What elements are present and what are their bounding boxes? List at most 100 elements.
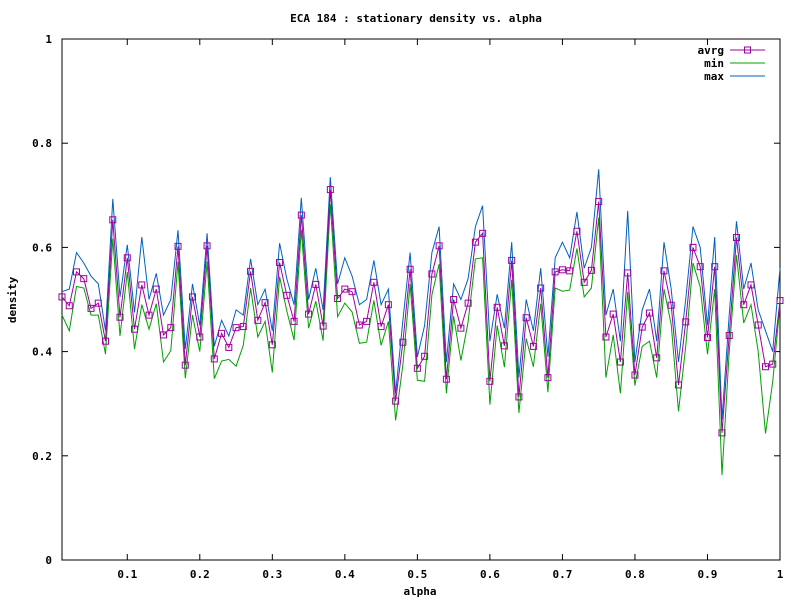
point-marker-avrg xyxy=(131,325,139,333)
point-marker-avrg xyxy=(80,275,88,283)
point-marker-avrg xyxy=(160,331,168,339)
point-marker-avrg xyxy=(312,280,320,288)
point-marker-avrg xyxy=(65,302,73,310)
point-marker-avrg xyxy=(341,285,349,293)
point-marker-avrg xyxy=(218,329,226,337)
x-tick-label: 0.2 xyxy=(190,568,210,581)
point-marker-avrg xyxy=(225,343,233,351)
point-marker-avrg xyxy=(377,323,385,331)
x-tick-label: 0.9 xyxy=(698,568,718,581)
point-marker-avrg xyxy=(334,294,342,302)
point-marker-avrg xyxy=(442,375,450,383)
point-marker-avrg xyxy=(319,322,327,330)
point-marker-avrg xyxy=(653,354,661,362)
point-marker-avrg xyxy=(776,297,784,305)
series-line-max xyxy=(61,169,781,420)
point-marker-avrg xyxy=(145,311,153,319)
point-marker-avrg xyxy=(261,299,269,307)
series-line-min xyxy=(61,204,781,476)
point-marker-avrg xyxy=(73,268,81,276)
point-marker-avrg xyxy=(580,278,588,286)
y-tick-label: 0.8 xyxy=(32,137,52,150)
point-marker-avrg xyxy=(87,304,95,312)
point-marker-avrg xyxy=(602,333,610,341)
point-marker-avrg xyxy=(558,266,566,274)
point-marker-avrg xyxy=(109,216,117,224)
chart-title: ECA 184 : stationary density vs. alpha xyxy=(290,12,542,25)
point-marker-avrg xyxy=(297,211,305,219)
point-marker-avrg xyxy=(522,314,530,322)
point-marker-avrg xyxy=(609,310,617,318)
y-tick-label: 0.4 xyxy=(32,346,52,359)
point-marker-avrg xyxy=(747,281,755,289)
x-tick-label: 0.6 xyxy=(480,568,500,581)
series-group xyxy=(58,169,784,476)
point-marker-avrg xyxy=(167,324,175,332)
point-marker-avrg xyxy=(450,296,458,303)
point-marker-avrg xyxy=(769,360,777,368)
point-marker-avrg xyxy=(667,301,675,309)
point-marker-avrg xyxy=(181,361,189,369)
y-axis-label: density xyxy=(6,276,19,323)
point-marker-avrg xyxy=(500,342,508,350)
point-marker-avrg xyxy=(196,333,204,341)
point-marker-avrg xyxy=(689,243,697,251)
point-marker-avrg xyxy=(457,324,465,332)
legend-marker-avrg xyxy=(744,46,751,54)
point-marker-avrg xyxy=(725,331,733,339)
point-marker-avrg xyxy=(247,267,255,275)
point-marker-avrg xyxy=(305,310,313,318)
x-tick-label: 0.1 xyxy=(117,568,137,581)
point-marker-avrg xyxy=(435,242,443,250)
y-tick-label: 1 xyxy=(45,33,52,46)
point-marker-avrg xyxy=(645,309,653,317)
point-marker-avrg xyxy=(174,242,182,250)
point-marker-avrg xyxy=(471,238,479,246)
point-marker-avrg xyxy=(740,301,748,309)
point-marker-avrg xyxy=(421,352,429,360)
point-marker-avrg xyxy=(754,321,762,329)
point-marker-avrg xyxy=(276,259,284,267)
point-marker-avrg xyxy=(660,267,668,275)
point-marker-avrg xyxy=(674,381,682,389)
point-marker-avrg xyxy=(761,363,769,371)
point-marker-avrg xyxy=(326,186,334,194)
point-marker-avrg xyxy=(102,337,110,345)
point-marker-avrg xyxy=(479,229,487,237)
point-marker-avrg xyxy=(587,266,595,274)
point-marker-avrg xyxy=(573,227,581,235)
point-marker-avrg xyxy=(384,301,392,309)
point-marker-avrg xyxy=(537,284,545,292)
point-marker-avrg xyxy=(464,299,472,307)
point-marker-avrg xyxy=(232,324,240,332)
point-marker-avrg xyxy=(189,293,197,301)
point-marker-avrg xyxy=(210,355,218,363)
point-marker-avrg xyxy=(116,313,124,321)
point-marker-avrg xyxy=(413,364,421,372)
x-tick-label: 1 xyxy=(777,568,784,581)
point-marker-avrg xyxy=(682,318,690,326)
point-marker-avrg xyxy=(566,267,574,275)
point-marker-avrg xyxy=(544,374,552,382)
point-marker-avrg xyxy=(732,234,740,242)
point-marker-avrg xyxy=(508,256,516,264)
point-marker-avrg xyxy=(203,242,211,250)
point-marker-avrg xyxy=(428,270,436,278)
x-tick-label: 0.5 xyxy=(407,568,427,581)
legend-label-max: max xyxy=(704,70,724,83)
point-marker-avrg xyxy=(290,317,298,325)
point-marker-avrg xyxy=(348,288,356,296)
point-marker-avrg xyxy=(624,269,632,277)
x-tick-label: 0.7 xyxy=(552,568,572,581)
point-marker-avrg xyxy=(94,299,102,307)
y-tick-label: 0.2 xyxy=(32,450,52,463)
point-marker-avrg xyxy=(486,377,494,385)
point-marker-avrg xyxy=(363,317,371,325)
legend-label-min: min xyxy=(704,57,724,70)
series-line-avrg xyxy=(61,189,781,433)
legend-label-avrg: avrg xyxy=(698,44,725,57)
point-marker-avrg xyxy=(711,263,719,271)
point-marker-avrg xyxy=(268,341,276,349)
point-marker-avrg xyxy=(515,393,523,401)
